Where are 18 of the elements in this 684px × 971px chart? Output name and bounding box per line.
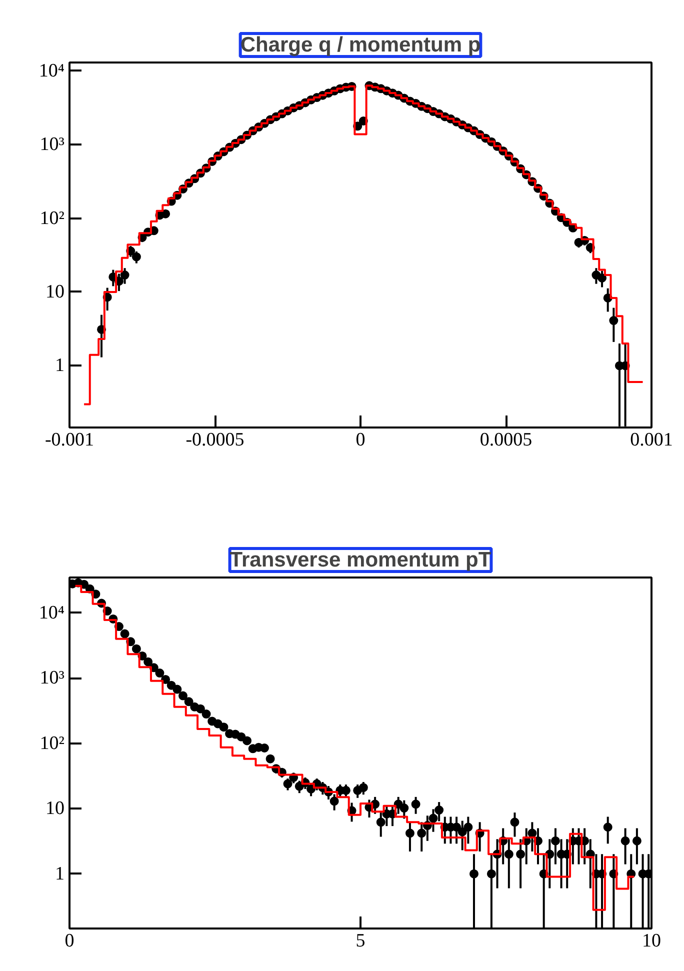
y-tick-label: 10	[46, 281, 64, 302]
x-tick-label: 0	[64, 930, 74, 952]
x-tick-label: -0.0005	[186, 430, 244, 450]
x-tick-label: 0.0005	[480, 430, 532, 450]
y-tick-label: 10	[46, 798, 64, 820]
y-tick-label: 10⁴	[38, 602, 65, 624]
x-tick-label: 0.001	[630, 430, 673, 450]
y-tick-label: 10³	[40, 134, 65, 156]
y-tick-label: 10²	[40, 208, 65, 229]
x-tick-label: 5	[356, 930, 366, 952]
y-tick-label: 10³	[40, 668, 65, 689]
x-tick-label: -0.001	[44, 430, 94, 450]
y-tick-label: 10²	[40, 732, 65, 754]
y-tick-label: 1	[55, 863, 64, 884]
x-tick-label: 0	[356, 430, 366, 450]
y-tick-label: 1	[55, 355, 64, 376]
y-tick-label: 10⁴	[38, 60, 65, 82]
x-tick-label: 10	[642, 930, 661, 952]
